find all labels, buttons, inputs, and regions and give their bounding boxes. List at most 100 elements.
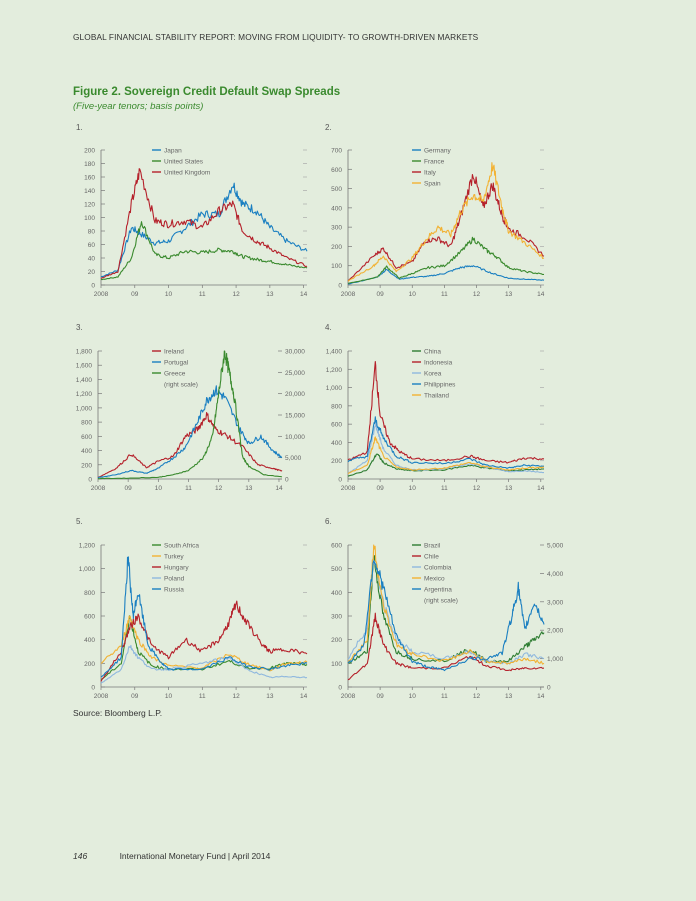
x-tick-label: 09 — [377, 485, 385, 492]
x-tick-label: 11 — [441, 693, 448, 700]
y-tick-label: 80 — [88, 229, 96, 236]
publication-date: April 2014 — [232, 851, 271, 861]
y-tick-label: 1,000 — [76, 405, 93, 412]
publisher: International Monetary Fund — [119, 851, 226, 861]
y-tick-label: 100 — [331, 661, 342, 668]
legend-label: United Kingdom — [164, 170, 210, 177]
y2-tick-label: 2,000 — [547, 628, 564, 635]
y2-tick-label: 3,000 — [547, 599, 564, 606]
x-tick-label: 13 — [505, 485, 513, 492]
x-tick-label: 12 — [473, 485, 481, 492]
series-line-korea — [347, 422, 544, 474]
figure-subtitle: (Five-year tenors; basis points) — [73, 101, 204, 112]
x-tick-label: 2008 — [94, 291, 109, 298]
y-tick-label: 600 — [331, 422, 342, 429]
legend-label: Portugal — [164, 360, 189, 367]
y-tick-label: 600 — [81, 434, 92, 441]
footer-separator: | — [227, 851, 231, 861]
x-tick-label: 11 — [441, 485, 448, 492]
x-tick-label: 10 — [409, 693, 417, 700]
y2-tick-label: 1,000 — [547, 656, 564, 663]
legend-label-note: (right scale) — [424, 598, 458, 605]
chart-panel-1: 1. 0 20 40 60 80 100 120 140 160 180 200 2008 09 10 11 1… — [76, 123, 308, 298]
legend-label: Ireland — [164, 349, 184, 356]
y-tick-label: 200 — [331, 637, 342, 644]
y-tick-label: 40 — [88, 256, 96, 263]
y-tick-label: 800 — [84, 590, 95, 597]
x-tick-label: 14 — [537, 485, 545, 492]
y-tick-label: 100 — [84, 215, 95, 222]
legend-label-note: (right scale) — [164, 382, 198, 389]
x-tick-label: 12 — [215, 485, 223, 492]
x-tick-label: 11 — [441, 291, 448, 298]
series-line-france — [347, 236, 545, 284]
x-tick-label: 09 — [131, 291, 139, 298]
y-tick-label: 200 — [331, 458, 342, 465]
y-tick-label: 1,000 — [326, 385, 343, 392]
x-tick-label: 2008 — [341, 485, 356, 492]
y-tick-label: 60 — [88, 242, 96, 249]
y-tick-label: 1,000 — [79, 566, 96, 573]
y-tick-label: 600 — [331, 167, 342, 174]
legend-label: Greece — [164, 371, 186, 378]
figure-title: Figure 2. Sovereign Credit Default Swap … — [73, 86, 341, 98]
series-line-spain — [347, 162, 545, 282]
series-line-argentina — [347, 560, 545, 672]
legend-label: Argentina — [424, 587, 452, 594]
x-tick-label: 14 — [300, 291, 308, 298]
y-tick-label: 500 — [331, 566, 342, 573]
x-tick-label: 2008 — [341, 291, 356, 298]
panel-label: 3. — [76, 323, 83, 332]
legend-label: South Africa — [164, 543, 199, 550]
y-tick-label: 180 — [84, 161, 95, 168]
y-tick-label: 160 — [84, 175, 95, 182]
x-tick-label: 2008 — [341, 693, 356, 700]
y2-tick-label: 5,000 — [547, 543, 564, 550]
x-tick-label: 10 — [155, 485, 163, 492]
x-tick-label: 09 — [125, 485, 133, 492]
series-line-poland — [100, 644, 308, 684]
x-tick-label: 09 — [377, 291, 385, 298]
series-line-united-states — [100, 221, 308, 281]
y2-tick-label: 0 — [547, 685, 551, 692]
y-tick-label: 600 — [84, 614, 95, 621]
y-tick-label: 1,200 — [79, 543, 96, 550]
legend-label: Italy — [424, 170, 437, 177]
series-line-japan — [100, 182, 308, 278]
x-tick-label: 14 — [537, 291, 545, 298]
y-tick-label: 100 — [331, 263, 342, 270]
panel-label: 1. — [76, 123, 83, 132]
y-tick-label: 0 — [338, 685, 342, 692]
x-tick-label: 09 — [131, 693, 139, 700]
y-tick-label: 1,200 — [326, 367, 343, 374]
y-tick-label: 1,600 — [76, 363, 93, 370]
x-tick-label: 13 — [266, 291, 274, 298]
page-number: 146 — [73, 851, 88, 861]
x-tick-label: 13 — [245, 485, 253, 492]
x-tick-label: 11 — [199, 291, 206, 298]
series-line-mexico — [347, 544, 545, 665]
y2-tick-label: 15,000 — [285, 413, 305, 420]
y-tick-label: 400 — [331, 205, 342, 212]
y-tick-label: 1,800 — [76, 349, 93, 356]
series-line-philippines — [347, 416, 544, 469]
y-tick-label: 0 — [91, 283, 95, 290]
x-tick-label: 10 — [409, 485, 417, 492]
series-line-portugal — [97, 385, 283, 479]
x-tick-label: 10 — [409, 291, 417, 298]
legend-label: Indonesia — [424, 360, 453, 367]
y-tick-label: 140 — [84, 188, 95, 195]
series-line-russia — [100, 556, 308, 678]
panel-label: 4. — [325, 323, 332, 332]
y-tick-label: 800 — [81, 420, 92, 427]
y2-tick-label: 20,000 — [285, 391, 305, 398]
y-tick-label: 200 — [84, 148, 95, 155]
x-tick-label: 13 — [266, 693, 274, 700]
y-tick-label: 120 — [84, 202, 95, 209]
x-tick-label: 12 — [232, 693, 240, 700]
series-line-united-kingdom — [100, 168, 308, 280]
y-tick-label: 400 — [331, 590, 342, 597]
running-header: GLOBAL FINANCIAL STABILITY REPORT: MOVIN… — [73, 32, 479, 42]
series-line-thailand — [347, 436, 545, 475]
series-line-ireland — [97, 411, 283, 478]
